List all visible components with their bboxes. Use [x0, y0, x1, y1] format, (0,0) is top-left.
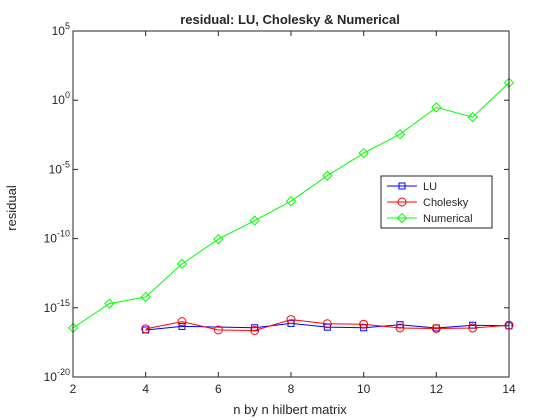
x-tick-label: 10 — [357, 382, 371, 396]
legend-marker — [398, 182, 406, 190]
data-point — [394, 128, 406, 140]
legend-marker — [397, 197, 407, 207]
y-tick-label: 10-20 — [44, 367, 70, 384]
x-tick-label: 4 — [142, 382, 149, 396]
x-tick-label: 6 — [215, 382, 222, 396]
legend-label: Cholesky — [423, 197, 469, 209]
data-point — [249, 215, 260, 226]
data-point — [359, 319, 369, 329]
data-point — [395, 323, 405, 333]
legend-marker — [396, 212, 408, 224]
legend-label: Numerical — [423, 213, 473, 225]
series-line — [145, 319, 510, 332]
data-point — [431, 102, 442, 113]
series-line — [72, 82, 510, 329]
data-point — [177, 317, 187, 327]
legend: LU Cholesky Numerical — [380, 175, 493, 229]
legend-item-cholesky: Cholesky — [387, 197, 469, 209]
y-tick-label: 105 — [52, 21, 70, 38]
legend-item-numerical: Numerical — [387, 212, 473, 225]
y-tick-label: 10-5 — [49, 159, 70, 176]
data-point — [104, 298, 115, 309]
series-line — [145, 322, 510, 331]
data-point — [287, 319, 295, 327]
data-point — [213, 325, 223, 335]
x-tick-label: 12 — [430, 382, 444, 396]
data-point — [250, 325, 260, 335]
y-axis-label: residual — [4, 185, 19, 231]
data-point — [213, 234, 224, 245]
x-tick-label: 8 — [288, 382, 295, 396]
legend-item-lu: LU — [387, 181, 437, 193]
y-tick-label: 10-15 — [44, 298, 70, 315]
x-axis-label: n by n hilbert matrix — [233, 402, 347, 417]
series-cholesky — [141, 315, 514, 335]
data-point — [322, 170, 333, 181]
data-point — [358, 147, 369, 159]
data-point — [140, 291, 151, 303]
data-point — [176, 258, 188, 270]
chart-title: residual: LU, Cholesky & Numerical — [180, 12, 400, 27]
data-point — [286, 315, 296, 325]
legend-label: LU — [423, 181, 437, 193]
data-point — [467, 111, 478, 123]
data-point — [285, 196, 297, 207]
x-tick-label: 2 — [70, 382, 77, 396]
data-point — [178, 322, 186, 330]
data-point — [468, 323, 478, 333]
x-tick-label: 14 — [502, 382, 516, 396]
data-point — [431, 323, 441, 333]
data-point — [141, 324, 151, 334]
y-tick-label: 100 — [52, 90, 70, 107]
y-tick-label: 10-10 — [44, 229, 70, 246]
data-point — [322, 319, 332, 329]
data-point — [360, 324, 368, 332]
